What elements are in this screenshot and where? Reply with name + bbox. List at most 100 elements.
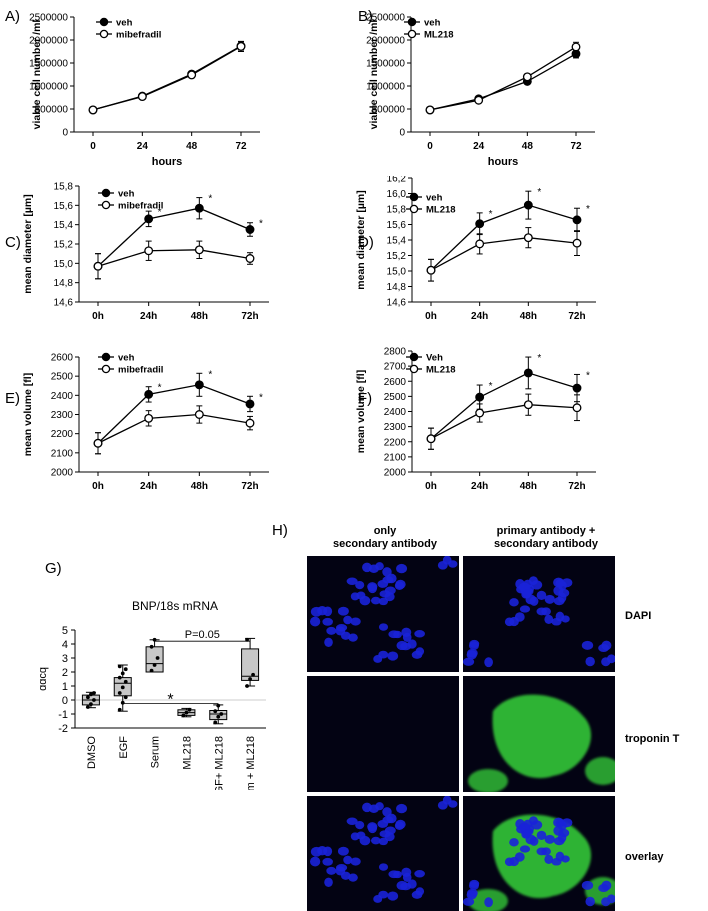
y-axis-label: viable cell number /ml xyxy=(31,20,43,130)
troponin-cluster xyxy=(492,694,592,779)
data-point xyxy=(155,656,160,660)
x-tick-label: 0h xyxy=(425,311,437,322)
data-point-mibefradil xyxy=(144,413,154,423)
y-axis-label: mean volume [fl] xyxy=(355,370,367,453)
nucleus xyxy=(581,640,594,650)
legend-marker xyxy=(407,29,417,39)
y-tick-label: 2000000 xyxy=(29,36,68,47)
nucleus xyxy=(326,866,337,875)
chart-f-volume-ml218: 2000 2100 2200 2300 2400 2500 2600 2700 2800 0h 24… xyxy=(355,347,596,492)
nucleus xyxy=(309,616,321,627)
data-point-ML218 xyxy=(475,239,485,249)
significance-star: * xyxy=(158,207,162,218)
legend-marker xyxy=(101,352,111,362)
nucleus xyxy=(544,594,555,604)
nucleus xyxy=(606,894,615,904)
nucleus xyxy=(553,837,565,846)
legend-label-veh: veh xyxy=(118,189,135,200)
y-tick-label: 15,2 xyxy=(387,251,407,262)
data-point-mibefradil xyxy=(93,438,103,448)
legend-label-mibefradil: mibefradil xyxy=(118,365,163,376)
panel-label-g: G) xyxy=(45,560,62,577)
data-point-ML218 xyxy=(571,42,581,52)
y-axis-label: mean volume [fl] xyxy=(22,373,34,456)
nucleus xyxy=(350,617,361,626)
box xyxy=(145,646,164,673)
data-point-mibefradil xyxy=(245,418,255,428)
x-tick-label: 48h xyxy=(520,311,537,322)
significance-star: * xyxy=(537,187,541,198)
nucleus xyxy=(340,631,351,640)
nucleus xyxy=(414,869,425,878)
chart-c-diameter-mibefradil: 14,6 14,8 15,0 15,2 15,4 15,6 15,8 0h 24h 48h 72h m… xyxy=(22,182,269,322)
data-point xyxy=(89,692,93,697)
data-point-veh xyxy=(572,215,582,225)
legend-marker xyxy=(101,200,111,210)
nucleus xyxy=(544,854,554,865)
nucleus xyxy=(382,807,392,817)
nucleus xyxy=(343,615,353,625)
data-point-mibefradil xyxy=(88,105,98,115)
y-tick-label: 15,8 xyxy=(387,205,407,216)
y-tick-label: 16,0 xyxy=(387,189,407,200)
y-tick-label: 2700 xyxy=(384,362,407,373)
nucleus xyxy=(463,657,475,666)
y-tick-label: 2000000 xyxy=(366,36,405,47)
data-point xyxy=(245,684,249,688)
nucleus xyxy=(558,588,570,598)
nucleus xyxy=(340,871,351,880)
data-point-veh xyxy=(194,380,204,390)
nucleus xyxy=(553,597,565,606)
data-point xyxy=(120,700,125,705)
data-point-mibefradil xyxy=(144,246,154,256)
y-tick-label: 0 xyxy=(399,128,405,139)
data-point-ML218 xyxy=(426,434,436,444)
legend-label-veh: veh xyxy=(424,18,441,29)
nucleus xyxy=(401,627,412,637)
significance-star: * xyxy=(537,353,541,364)
nucleus xyxy=(337,606,349,616)
x-tick-label: 72h xyxy=(568,481,585,492)
legend-label-mibefradil: mibefradil xyxy=(116,30,161,41)
y-tick-label: 2500 xyxy=(384,392,407,403)
nucleus xyxy=(324,877,333,888)
y-tick-label: 500000 xyxy=(372,105,406,116)
x-tick-label: 24 xyxy=(473,141,485,152)
panel-label-d: D) xyxy=(358,234,374,251)
significance-star: * xyxy=(259,392,263,403)
y-tick-label: 14,6 xyxy=(54,298,74,309)
y-tick-label: 0 xyxy=(62,128,68,139)
y-axis-label: mean diameter [µm] xyxy=(355,190,367,289)
nucleus xyxy=(350,832,360,841)
x-tick-label: 0h xyxy=(92,311,104,322)
chart-e-volume-mibefradil: 2000 2100 2200 2300 2400 2500 2600 0h 24h 48h 72h m… xyxy=(22,352,269,492)
data-point xyxy=(123,667,128,672)
nucleus xyxy=(350,857,361,866)
nucleus xyxy=(514,612,525,622)
x-tick-label: EGF xyxy=(118,736,130,759)
y-tick-label: 2000 xyxy=(384,468,407,479)
nucleus xyxy=(378,623,389,631)
legend-marker xyxy=(409,204,419,214)
nucleus xyxy=(555,851,565,862)
nucleus xyxy=(378,863,389,871)
nucleus xyxy=(367,822,378,832)
legend-label-veh: veh xyxy=(426,193,443,204)
x-tick-label: 0h xyxy=(92,481,104,492)
data-point-ML218 xyxy=(474,95,484,105)
nucleus xyxy=(373,895,383,903)
significance-label: * xyxy=(167,692,173,709)
legend-marker xyxy=(407,17,417,27)
x-tick-label: 72 xyxy=(570,141,582,152)
chart-b-viable-cells-ml218: 0 500000 1000000 1500000 2000000 2500000 0 24 48… xyxy=(366,13,595,168)
x-tick-label: 72h xyxy=(568,311,585,322)
micrograph-row-label-troponin: troponin T xyxy=(625,733,680,745)
x-tick-label: 48h xyxy=(191,311,208,322)
series-line-mibefradil xyxy=(97,249,251,267)
legend-label-veh: veh xyxy=(118,353,135,364)
nucleus xyxy=(326,626,337,635)
legend-marker xyxy=(101,188,111,198)
y-tick-label: 15,4 xyxy=(54,220,74,231)
nucleus xyxy=(469,639,480,648)
series-line-ML218 xyxy=(430,404,578,440)
